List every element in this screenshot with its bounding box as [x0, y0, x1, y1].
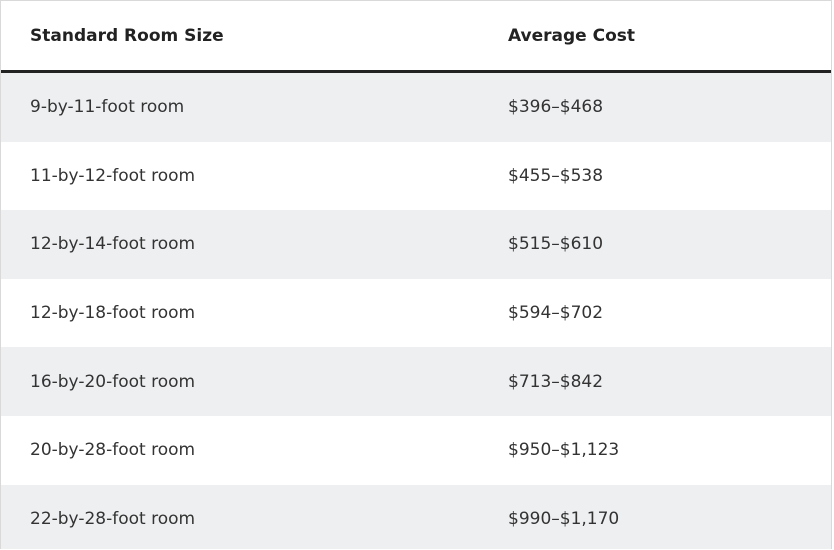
table-cell: 12-by-18-foot room [30, 303, 196, 324]
table-row: 16-by-20-foot room $713–$842 [1, 347, 831, 416]
table-row: 9-by-11-foot room $396–$468 [1, 71, 831, 142]
table-cell: 20-by-28-foot room [30, 440, 196, 461]
table-row: 12-by-18-foot room $594–$702 [1, 279, 831, 348]
column-header: Average Cost [479, 1, 831, 73]
table-cell: $455–$538 [508, 165, 604, 186]
table-cell: $515–$610 [479, 210, 831, 279]
table-cell: $990–$1,170 [479, 484, 831, 549]
table-cell: $594–$702 [508, 303, 604, 324]
table-cell: $396–$468 [479, 71, 831, 142]
table-cell: 12-by-14-foot room [1, 210, 479, 279]
table-cell: 16-by-20-foot room [1, 347, 479, 416]
table-row: 22-by-28-foot room $990–$1,170 [1, 484, 831, 549]
table-cell: $713–$842 [479, 347, 831, 416]
table-row: 11-by-12-foot room $455–$538 [1, 142, 831, 211]
table-row: 12-by-14-foot room $515–$610 [1, 210, 831, 279]
table-row: 20-by-28-foot room $950–$1,123 [1, 416, 831, 485]
column-header: Standard Room Size [1, 1, 479, 73]
table-cell: 9-by-11-foot room [1, 71, 479, 142]
table-body: 9-by-11-foot room $396–$468 11-by-12-foot … [1, 71, 831, 549]
table-cell: $950–$1,123 [508, 440, 620, 461]
table-cell: 11-by-12-foot room [30, 165, 196, 186]
table-cell: 22-by-28-foot room [1, 484, 479, 549]
header-row: Standard Room Size Average Cost [1, 1, 831, 73]
